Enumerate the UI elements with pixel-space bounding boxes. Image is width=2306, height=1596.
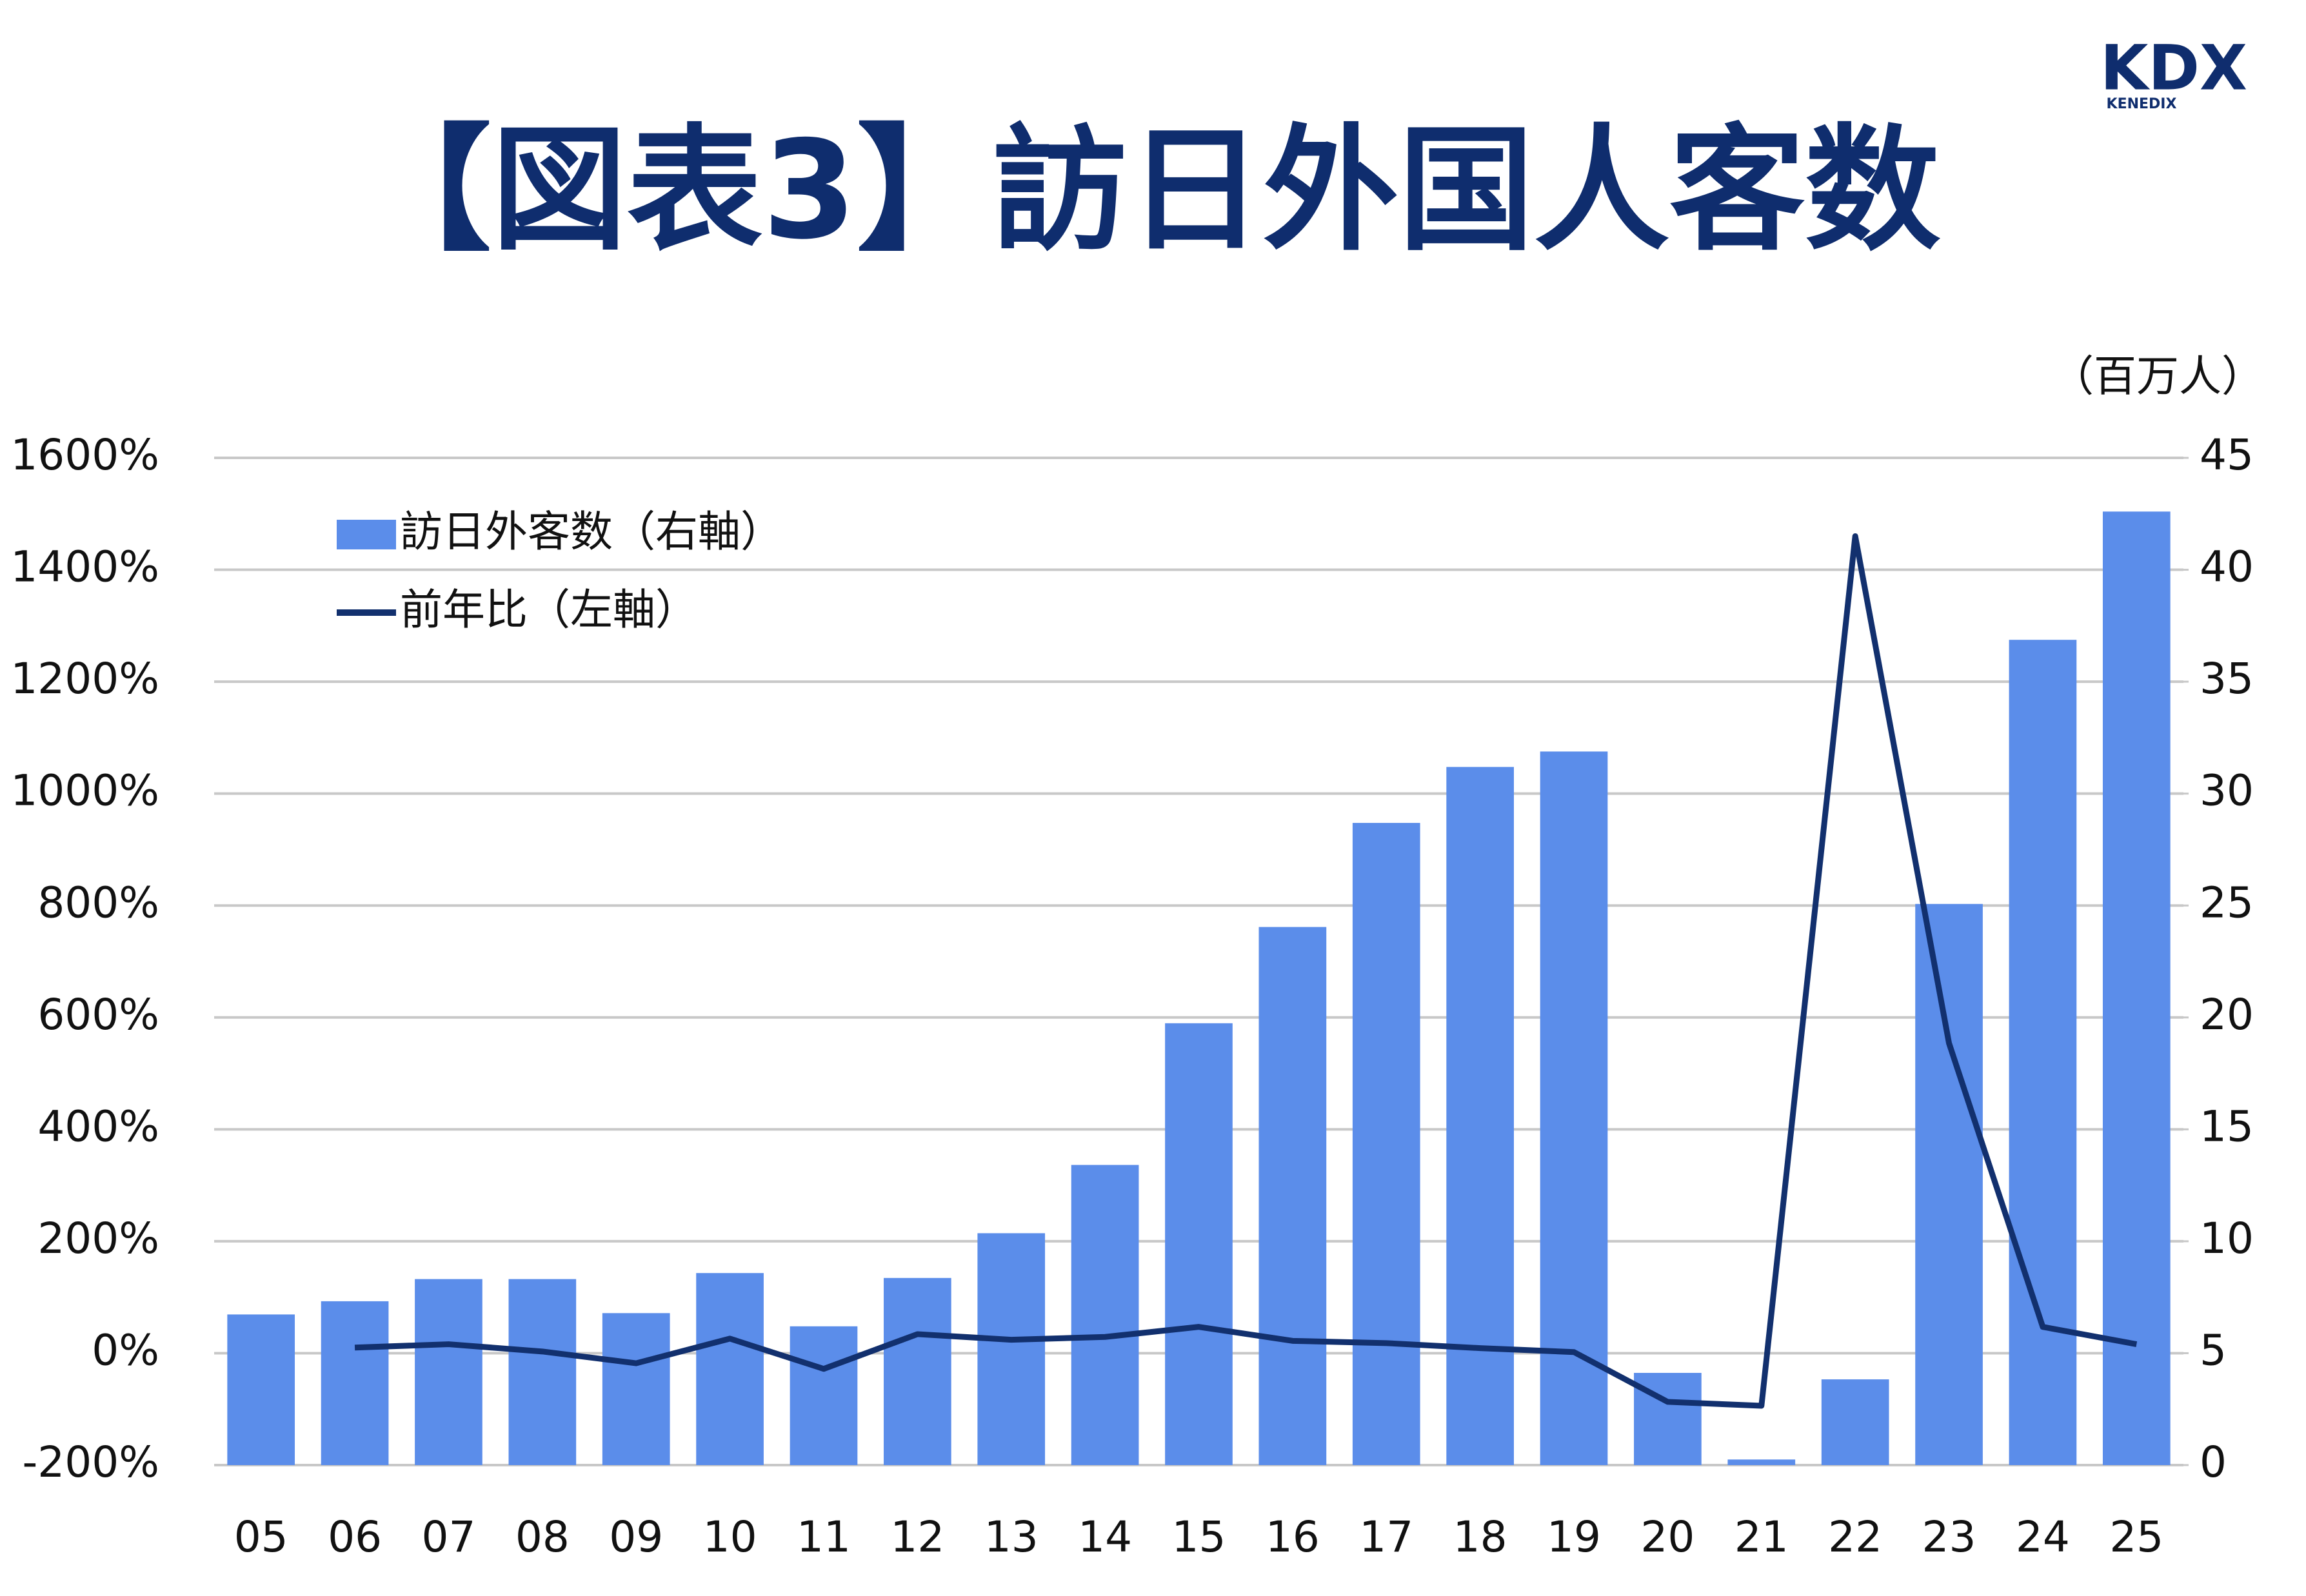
x-tick-label: 14 <box>1078 1512 1132 1562</box>
bar <box>1915 903 1983 1465</box>
y-tick-label: 1400% <box>10 542 159 592</box>
bar <box>508 1279 577 1465</box>
bar <box>2009 640 2077 1465</box>
x-tick-label: 18 <box>1453 1512 1507 1562</box>
x-tick-label: 17 <box>1359 1512 1413 1562</box>
x-tick-label: 12 <box>890 1512 944 1562</box>
bar <box>1446 767 1514 1465</box>
x-tick-label: 15 <box>1172 1512 1226 1562</box>
x-tick-label: 13 <box>984 1512 1039 1562</box>
x-tick-label: 11 <box>797 1512 851 1562</box>
x-tick-label: 10 <box>703 1512 757 1562</box>
bar <box>977 1233 1046 1465</box>
y2-tick-label: 40 <box>2200 542 2254 592</box>
y-tick-label: 400% <box>37 1101 159 1151</box>
x-tick-label: 23 <box>1922 1512 1976 1562</box>
x-tick-label: 19 <box>1547 1512 1601 1562</box>
y2-tick-label: 5 <box>2200 1326 2227 1375</box>
x-tick-label: 22 <box>1828 1512 1882 1562</box>
chart-title: 【図表3】訪日外国人客数 <box>356 112 1940 270</box>
y-tick-label: 1200% <box>10 654 159 704</box>
legend-label: 前年比（左軸） <box>400 585 698 635</box>
x-tick-label: 20 <box>1640 1512 1695 1562</box>
bar <box>1258 927 1327 1465</box>
x-tick-label: 09 <box>609 1512 663 1562</box>
legend-swatch <box>337 520 396 549</box>
y2-tick-label: 15 <box>2200 1101 2254 1151</box>
y-tick-label: 200% <box>37 1214 159 1263</box>
bar <box>602 1313 670 1465</box>
y-tick-label: -200% <box>22 1437 159 1487</box>
y2-axis-label: （百万人） <box>2051 351 2264 401</box>
x-tick-label: 05 <box>234 1512 288 1562</box>
bar <box>2102 511 2171 1465</box>
y-tick-label: 600% <box>37 990 159 1039</box>
line <box>354 533 2138 1409</box>
bar <box>227 1314 295 1465</box>
x-tick-label: 25 <box>2109 1512 2163 1562</box>
x-tick-label: 21 <box>1734 1512 1789 1562</box>
x-tick-label: 24 <box>2016 1512 2070 1562</box>
y2-tick-label: 20 <box>2200 990 2254 1039</box>
bar <box>1821 1379 1889 1465</box>
bar <box>884 1277 951 1465</box>
bar <box>1165 1023 1233 1465</box>
x-tick-label: 16 <box>1266 1512 1320 1562</box>
logo-subtext: KENEDIX <box>2107 96 2177 112</box>
bar <box>415 1279 482 1465</box>
y2-tick-label: 25 <box>2200 878 2254 927</box>
y-tick-label: 800% <box>37 878 159 927</box>
logo: KDX <box>2100 32 2247 104</box>
bar <box>1352 823 1420 1465</box>
y2-tick-label: 35 <box>2200 654 2254 704</box>
bar <box>321 1301 389 1465</box>
y-tick-label: 1000% <box>10 766 159 816</box>
bar <box>1727 1459 1796 1465</box>
bar <box>1540 751 1608 1465</box>
y2-tick-label: 0 <box>2200 1437 2227 1487</box>
y-tick-label: 1600% <box>10 430 159 480</box>
bar <box>1071 1165 1139 1465</box>
x-tick-label: 07 <box>421 1512 475 1562</box>
bar <box>696 1273 764 1465</box>
y-tick-label: 0% <box>92 1326 159 1375</box>
x-tick-label: 06 <box>328 1512 382 1562</box>
bar <box>790 1326 858 1465</box>
x-tick-label: 08 <box>515 1512 570 1562</box>
y2-tick-label: 10 <box>2200 1214 2254 1263</box>
y2-tick-label: 30 <box>2200 766 2254 816</box>
y2-tick-label: 45 <box>2200 430 2254 480</box>
legend-label: 訪日外客数（右軸） <box>400 507 783 557</box>
